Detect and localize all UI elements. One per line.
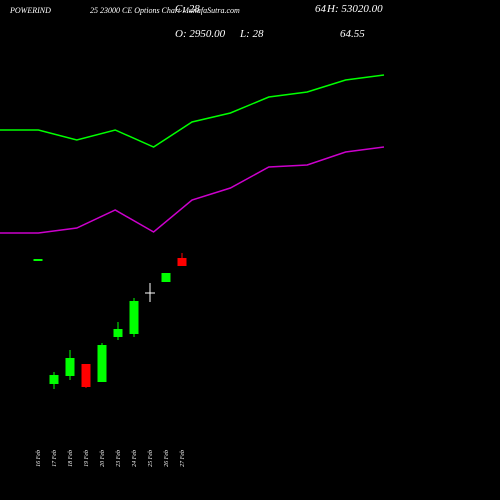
- annotation: C: 28: [175, 3, 200, 15]
- annotation: 64: [315, 3, 327, 15]
- annotation: 64.55: [340, 28, 365, 40]
- candle-body: [161, 273, 171, 282]
- candle-body: [33, 259, 43, 261]
- candle-body: [177, 258, 187, 266]
- chart-title: POWERIND: [9, 6, 51, 15]
- x-tick-label: 20 Feb: [100, 450, 106, 467]
- candle-body: [65, 358, 75, 376]
- x-tick-label: 26 Feb: [164, 450, 170, 467]
- x-tick-label: 17 Feb: [52, 450, 58, 467]
- chart-subtitle: 25 23000 CE Options Chart MunafaSutra.co…: [90, 6, 240, 15]
- x-tick-label: 27 Feb: [180, 450, 186, 467]
- x-tick-label: 24 Feb: [131, 450, 138, 467]
- indicator-line: [0, 74, 385, 148]
- candle-body: [49, 375, 59, 384]
- x-tick-label: 18 Feb: [68, 450, 74, 467]
- annotation: L: 28: [239, 28, 264, 40]
- candle-body: [113, 329, 123, 337]
- annotation: H: 53020.00: [326, 3, 383, 15]
- indicator-line: [0, 146, 385, 234]
- x-tick-label: 23 Feb: [116, 450, 122, 467]
- annotation: O: 2950.00: [175, 28, 226, 40]
- x-tick-label: 16 Feb: [36, 450, 42, 467]
- candle-body: [81, 364, 91, 387]
- x-tick-label: 25 Feb: [148, 450, 154, 467]
- candle-body: [129, 301, 139, 334]
- candle-body: [97, 345, 107, 382]
- x-tick-label: 19 Feb: [84, 450, 90, 467]
